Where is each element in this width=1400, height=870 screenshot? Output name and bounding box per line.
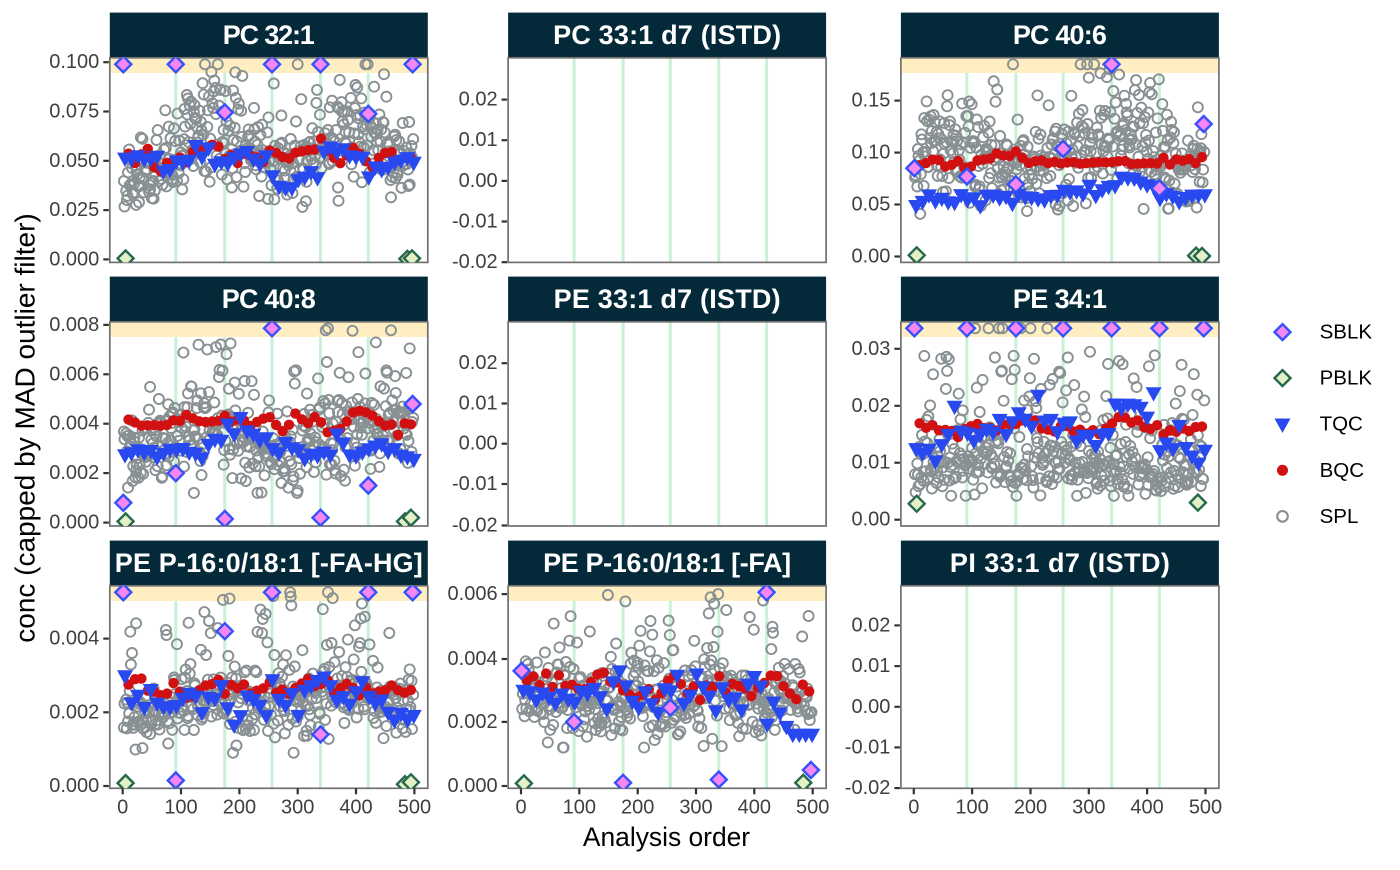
svg-text:SPL: SPL: [1320, 505, 1359, 528]
svg-text:0.00: 0.00: [459, 170, 498, 192]
svg-text:0.000: 0.000: [448, 775, 498, 797]
svg-text:400: 400: [738, 796, 771, 818]
svg-text:200: 200: [1014, 796, 1047, 818]
svg-text:-0.01: -0.01: [452, 211, 498, 233]
svg-text:0.006: 0.006: [448, 583, 498, 605]
svg-text:100: 100: [955, 796, 988, 818]
svg-text:500: 500: [796, 796, 829, 818]
svg-text:100: 100: [563, 796, 596, 818]
svg-text:0.00: 0.00: [851, 696, 890, 718]
svg-text:PC 40:8: PC 40:8: [222, 284, 316, 314]
svg-text:0.004: 0.004: [49, 628, 99, 650]
svg-text:PC 32:1: PC 32:1: [223, 20, 315, 50]
svg-text:0.002: 0.002: [49, 701, 99, 723]
svg-text:0.05: 0.05: [851, 194, 890, 216]
svg-text:Analysis order: Analysis order: [583, 822, 750, 852]
svg-text:100: 100: [164, 796, 197, 818]
svg-text:-0.02: -0.02: [845, 777, 891, 799]
svg-text:0: 0: [117, 796, 128, 818]
svg-text:BQC: BQC: [1320, 459, 1365, 482]
svg-text:0.008: 0.008: [49, 314, 99, 336]
svg-text:0.006: 0.006: [49, 363, 99, 385]
svg-text:PE 33:1 d7 (ISTD): PE 33:1 d7 (ISTD): [554, 284, 781, 314]
svg-text:0.002: 0.002: [448, 711, 498, 733]
svg-text:-0.02: -0.02: [452, 251, 498, 273]
svg-text:0.004: 0.004: [49, 413, 99, 435]
svg-text:PE 34:1: PE 34:1: [1013, 284, 1107, 314]
svg-text:-0.01: -0.01: [452, 473, 498, 495]
svg-text:0.02: 0.02: [459, 352, 498, 374]
svg-text:PI 33:1 d7 (ISTD): PI 33:1 d7 (ISTD): [950, 548, 1170, 578]
svg-text:0.025: 0.025: [49, 199, 99, 221]
svg-text:PBLK: PBLK: [1320, 367, 1373, 390]
svg-text:-0.01: -0.01: [845, 736, 891, 758]
svg-text:0.01: 0.01: [459, 393, 498, 415]
svg-text:PC 40:6: PC 40:6: [1013, 20, 1107, 50]
svg-text:300: 300: [281, 796, 314, 818]
svg-text:0.02: 0.02: [851, 395, 890, 417]
svg-text:300: 300: [1072, 796, 1105, 818]
svg-text:0.03: 0.03: [851, 338, 890, 360]
svg-text:0.01: 0.01: [851, 452, 890, 474]
svg-text:0.02: 0.02: [459, 89, 498, 111]
svg-text:0.01: 0.01: [851, 655, 890, 677]
svg-text:0.000: 0.000: [49, 248, 99, 270]
svg-text:0.100: 0.100: [49, 51, 99, 73]
svg-text:conc (capped by MAD outlier fi: conc (capped by MAD outlier filter): [10, 213, 41, 643]
svg-text:0.002: 0.002: [49, 462, 99, 484]
svg-text:SBLK: SBLK: [1320, 321, 1373, 344]
svg-text:0.00: 0.00: [851, 246, 890, 268]
svg-text:0.075: 0.075: [49, 101, 99, 123]
svg-text:300: 300: [679, 796, 712, 818]
svg-text:400: 400: [339, 796, 372, 818]
svg-text:0.000: 0.000: [49, 775, 99, 797]
svg-text:200: 200: [223, 796, 256, 818]
svg-text:200: 200: [621, 796, 654, 818]
svg-text:0.02: 0.02: [851, 614, 890, 636]
svg-text:TQC: TQC: [1320, 413, 1363, 436]
svg-text:0.00: 0.00: [459, 433, 498, 455]
svg-text:0.15: 0.15: [851, 90, 890, 112]
svg-text:-0.02: -0.02: [452, 515, 498, 537]
svg-text:PE P-16:0/18:1 [-FA]: PE P-16:0/18:1 [-FA]: [543, 548, 791, 578]
svg-text:0.050: 0.050: [49, 150, 99, 172]
svg-text:0: 0: [908, 796, 919, 818]
svg-text:0.10: 0.10: [851, 142, 890, 164]
svg-text:500: 500: [1189, 796, 1222, 818]
svg-text:400: 400: [1130, 796, 1163, 818]
svg-text:PC 33:1 d7 (ISTD): PC 33:1 d7 (ISTD): [553, 20, 781, 50]
svg-text:0.004: 0.004: [448, 648, 498, 670]
svg-text:0.00: 0.00: [851, 509, 890, 531]
svg-text:PE P-16:0/18:1 [-FA-HG]: PE P-16:0/18:1 [-FA-HG]: [115, 548, 423, 578]
svg-text:0: 0: [515, 796, 526, 818]
svg-text:0.01: 0.01: [459, 129, 498, 151]
svg-text:500: 500: [398, 796, 431, 818]
svg-text:0.000: 0.000: [49, 512, 99, 534]
